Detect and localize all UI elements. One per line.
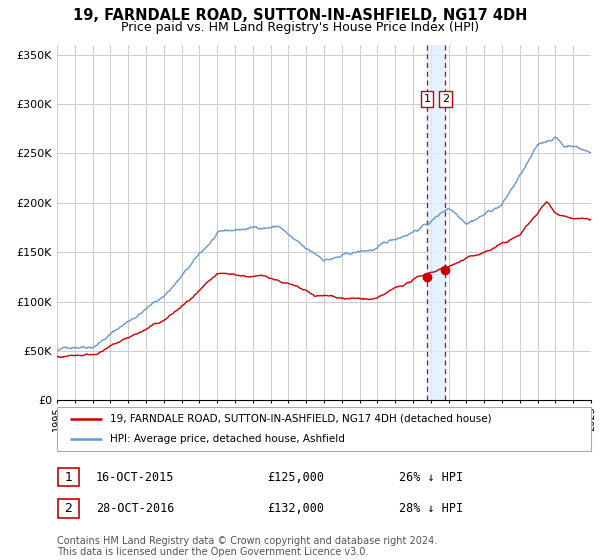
Bar	[427, 45, 445, 400]
Text: 1: 1	[64, 470, 73, 484]
Text: Contains HM Land Registry data © Crown copyright and database right 2024.
This d: Contains HM Land Registry data © Crown c…	[57, 535, 437, 557]
FancyBboxPatch shape	[58, 468, 79, 486]
Text: 28-OCT-2016: 28-OCT-2016	[96, 502, 175, 515]
Text: 2: 2	[442, 94, 449, 104]
Text: 16-OCT-2015: 16-OCT-2015	[96, 470, 175, 484]
FancyBboxPatch shape	[57, 407, 591, 451]
Text: 2: 2	[64, 502, 73, 515]
Text: 28% ↓ HPI: 28% ↓ HPI	[399, 502, 463, 515]
Text: 19, FARNDALE ROAD, SUTTON-IN-ASHFIELD, NG17 4DH: 19, FARNDALE ROAD, SUTTON-IN-ASHFIELD, N…	[73, 8, 527, 24]
Text: 26% ↓ HPI: 26% ↓ HPI	[399, 470, 463, 484]
Text: 19, FARNDALE ROAD, SUTTON-IN-ASHFIELD, NG17 4DH (detached house): 19, FARNDALE ROAD, SUTTON-IN-ASHFIELD, N…	[110, 414, 492, 424]
Text: HPI: Average price, detached house, Ashfield: HPI: Average price, detached house, Ashf…	[110, 434, 345, 444]
Text: £125,000: £125,000	[267, 470, 324, 484]
Text: 1: 1	[424, 94, 431, 104]
Text: Price paid vs. HM Land Registry's House Price Index (HPI): Price paid vs. HM Land Registry's House …	[121, 21, 479, 34]
FancyBboxPatch shape	[58, 500, 79, 517]
Text: £132,000: £132,000	[267, 502, 324, 515]
